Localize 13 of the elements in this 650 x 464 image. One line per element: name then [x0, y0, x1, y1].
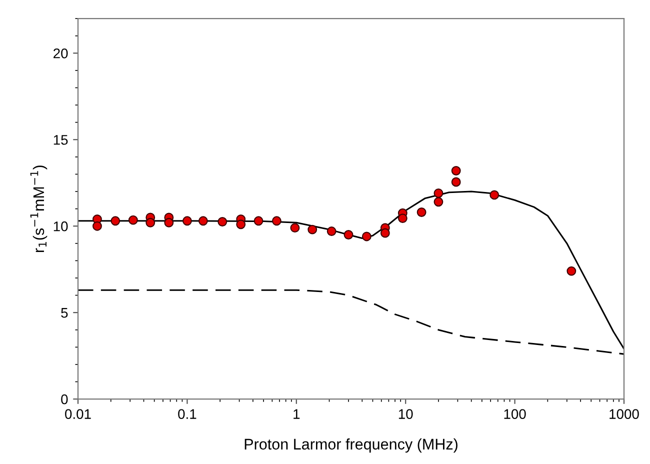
x-tick-label: 1: [294, 409, 300, 419]
y-tick-label: 0: [61, 394, 68, 404]
y-tick-label: 20: [54, 48, 68, 58]
y-tick-label: 15: [54, 135, 68, 145]
y-axis-title: r$_{1}$(s$^{−1}$mM$^{−1}$): [30, 166, 48, 252]
x-tick-label: 10: [398, 409, 413, 419]
x-tick-label: 1000: [610, 409, 639, 419]
x-tick-label: 100: [504, 409, 526, 419]
x-tick-label: 0.1: [178, 409, 196, 419]
x-axis-title: Proton Larmor frequency (MHz): [244, 438, 458, 453]
y-tick-label: 5: [61, 308, 68, 318]
y-tick-label: 10: [54, 221, 68, 232]
x-tick-label: 0.01: [65, 409, 91, 419]
